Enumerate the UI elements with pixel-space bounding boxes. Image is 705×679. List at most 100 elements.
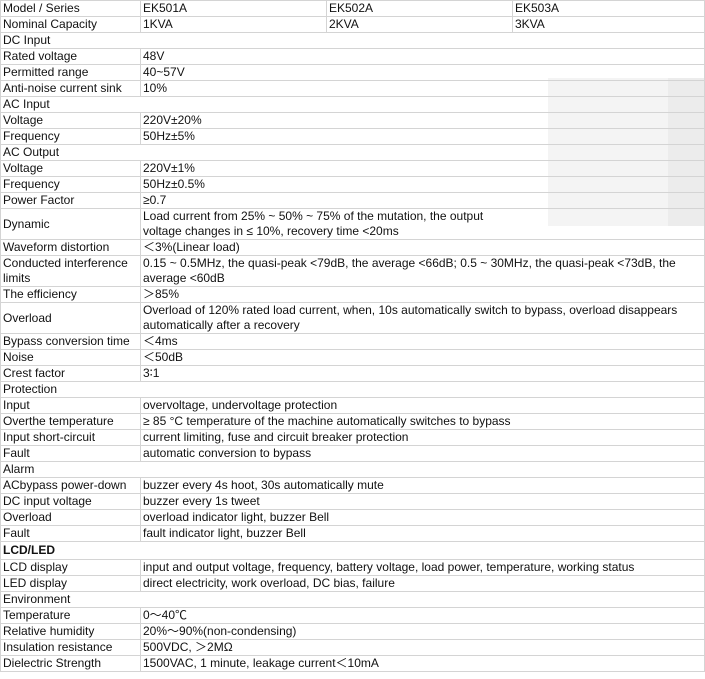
section-title: Protection (0, 381, 705, 398)
header-label: Model / Series (0, 0, 141, 17)
spec-value: 20%～90%(non-condensing) (140, 623, 705, 640)
spec-value: buzzer every 1s tweet (140, 493, 705, 510)
section-row-dc-input: DC Input (0, 32, 705, 49)
spec-row-bypass-conversion-time: Bypass conversion time ＜4ms (0, 333, 705, 350)
section-title: Environment (0, 591, 705, 608)
spec-label: Bypass conversion time (0, 333, 141, 350)
section-title: AC Input (0, 96, 705, 113)
section-row-alarm: Alarm (0, 461, 705, 478)
spec-value: 500VDC, ＞2MΩ (140, 639, 705, 656)
spec-label: Frequency (0, 128, 141, 145)
spec-row-dc-input-voltage: DC input voltage buzzer every 1s tweet (0, 493, 705, 510)
spec-value: current limiting, fuse and circuit break… (140, 429, 705, 446)
spec-label: Dielectric Strength (0, 655, 141, 672)
spec-value: 0～40℃ (140, 607, 705, 624)
spec-value: 10% (140, 80, 705, 97)
spec-value: Overload of 120% rated load current, whe… (140, 302, 705, 334)
spec-label: Conducted interference limits (0, 255, 141, 287)
spec-value: 2KVA (326, 16, 513, 33)
spec-row-acbypass-power-down: ACbypass power-down buzzer every 4s hoot,… (0, 477, 705, 494)
spec-row-anti-noise-current-sink: Anti-noise current sink 10% (0, 80, 705, 97)
header-row: Model / Series EK501A EK502A EK503A (0, 0, 705, 17)
spec-label: Rated voltage (0, 48, 141, 65)
spec-row-lcd-display: LCD display input and output voltage, fre… (0, 559, 705, 576)
spec-value: 50Hz±0.5% (140, 176, 705, 193)
spec-value: 3KVA (512, 16, 705, 33)
spec-value: ＜3%(Linear load) (140, 239, 705, 256)
spec-value: ＜4ms (140, 333, 705, 350)
spec-row-crest-factor: Crest factor 3∶1 (0, 365, 705, 382)
spec-value: 3∶1 (140, 365, 705, 382)
spec-label: Nominal Capacity (0, 16, 141, 33)
spec-row-led-display: LED display direct electricity, work over… (0, 575, 705, 592)
spec-value: overload indicator light, buzzer Bell (140, 509, 705, 526)
spec-row-fault: Fault automatic conversion to bypass (0, 445, 705, 462)
spec-value: overvoltage, undervoltage protection (140, 397, 705, 414)
section-row-protection: Protection (0, 381, 705, 398)
spec-label: Overthe temperature (0, 413, 141, 430)
spec-value: 40~57V (140, 64, 705, 81)
spec-label: The efficiency (0, 286, 141, 303)
spec-row-frequency: Frequency 50Hz±5% (0, 128, 705, 145)
spec-row-power-factor: Power Factor ≥0.7 (0, 192, 705, 209)
spec-label: Fault (0, 445, 141, 462)
spec-row-dielectric-strength: Dielectric Strength 1500VAC, 1 minute, le… (0, 655, 705, 672)
spec-row-insulation-resistance: Insulation resistance 500VDC, ＞2MΩ (0, 639, 705, 656)
spec-value: 1500VAC, 1 minute, leakage current＜10mA (140, 655, 705, 672)
spec-label: Insulation resistance (0, 639, 141, 656)
spec-row-dynamic: Dynamic Load current from 25% ~ 50% ~ 75%… (0, 208, 705, 240)
spec-value: direct electricity, work overload, DC bi… (140, 575, 705, 592)
spec-value: ≥ 85 °C temperature of the machine autom… (140, 413, 705, 430)
section-title: Alarm (0, 461, 705, 478)
spec-row-overload: Overload Overload of 120% rated load curr… (0, 302, 705, 334)
spec-value: ＜50dB (140, 349, 705, 366)
spec-value: 48V (140, 48, 705, 65)
spec-row-voltage: Voltage 220V±20% (0, 112, 705, 129)
spec-label: Fault (0, 525, 141, 542)
spec-value: 1KVA (140, 16, 327, 33)
spec-value: ＞85% (140, 286, 705, 303)
spec-row-permitted-range: Permitted range 40~57V (0, 64, 705, 81)
spec-value: ≥0.7 (140, 192, 705, 209)
section-title: AC Output (0, 144, 705, 161)
model-ek503a: EK503A (512, 0, 705, 17)
spec-row-rated-voltage: Rated voltage 48V (0, 48, 705, 65)
model-ek502a: EK502A (326, 0, 513, 17)
spec-row-relative-humidity: Relative humidity 20%～90%(non-condensing) (0, 623, 705, 640)
spec-row-fault: Fault fault indicator light, buzzer Bell (0, 525, 705, 542)
spec-value: buzzer every 4s hoot, 30s automatically … (140, 477, 705, 494)
spec-value: Load current from 25% ~ 50% ~ 75% of the… (140, 208, 705, 240)
spec-label: Dynamic (0, 208, 141, 240)
spec-row-overload: Overload overload indicator light, buzzer… (0, 509, 705, 526)
spec-row-noise: Noise ＜50dB (0, 349, 705, 366)
spec-row-voltage: Voltage 220V±1% (0, 160, 705, 177)
spec-value: fault indicator light, buzzer Bell (140, 525, 705, 542)
spec-label: Waveform distortion (0, 239, 141, 256)
spec-row-conducted-interference-limits: Conducted interference limits 0.15 ~ 0.5M… (0, 255, 705, 287)
spec-row-frequency: Frequency 50Hz±0.5% (0, 176, 705, 193)
spec-label: Power Factor (0, 192, 141, 209)
spec-value: automatic conversion to bypass (140, 445, 705, 462)
spec-value: 220V±20% (140, 112, 705, 129)
spec-row-nominal-capacity: Nominal Capacity 1KVA 2KVA 3KVA (0, 16, 705, 33)
spec-value: 50Hz±5% (140, 128, 705, 145)
section-row-lcd-led: LCD/LED (0, 541, 705, 560)
spec-value: 220V±1% (140, 160, 705, 177)
section-row-environment: Environment (0, 591, 705, 608)
spec-label: Temperature (0, 607, 141, 624)
spec-value: 0.15 ~ 0.5MHz, the quasi-peak <79dB, the… (140, 255, 705, 287)
spec-label: Noise (0, 349, 141, 366)
spec-label: LED display (0, 575, 141, 592)
spec-label: Permitted range (0, 64, 141, 81)
spec-row-temperature: Temperature 0～40℃ (0, 607, 705, 624)
spec-label: DC input voltage (0, 493, 141, 510)
spec-label: Input (0, 397, 141, 414)
spec-value: input and output voltage, frequency, bat… (140, 559, 705, 576)
section-row-ac-input: AC Input (0, 96, 705, 113)
section-title: DC Input (0, 32, 705, 49)
spec-label: Relative humidity (0, 623, 141, 640)
spec-label: Anti-noise current sink (0, 80, 141, 97)
spec-row-waveform-distortion: Waveform distortion ＜3%(Linear load) (0, 239, 705, 256)
spec-label: Crest factor (0, 365, 141, 382)
spec-label: Voltage (0, 112, 141, 129)
